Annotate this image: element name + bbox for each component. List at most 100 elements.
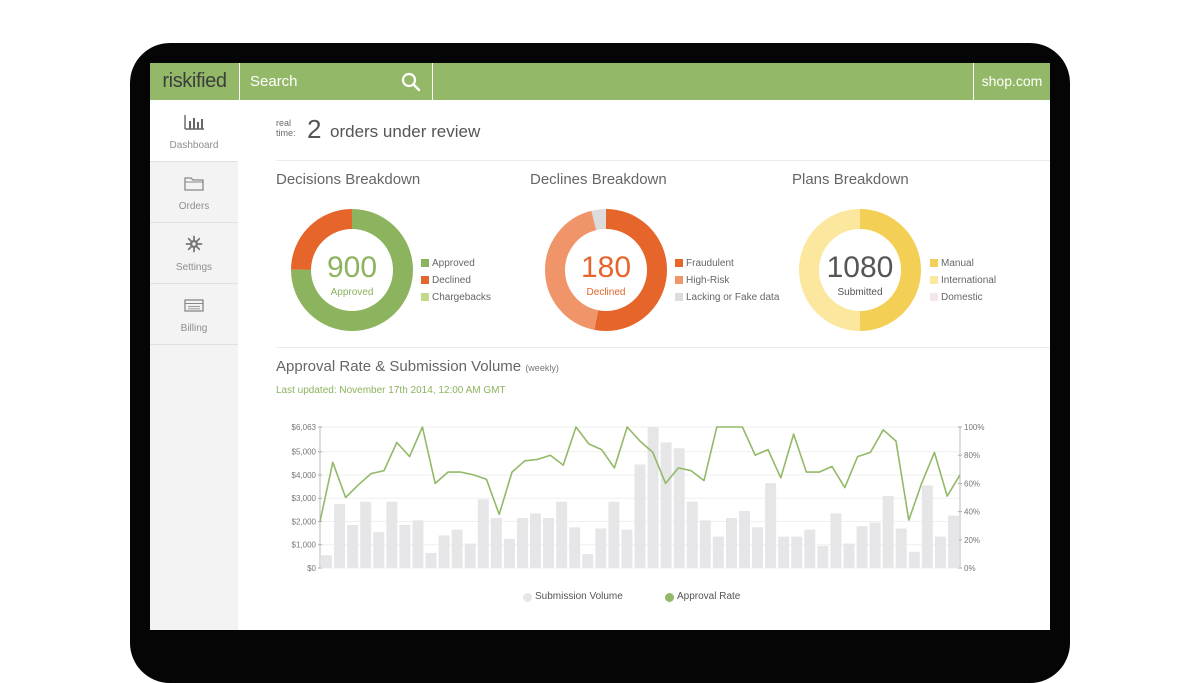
volume-bar[interactable] xyxy=(530,513,541,568)
shop-domain[interactable]: shop.com xyxy=(973,63,1050,100)
volume-bar[interactable] xyxy=(347,524,359,568)
volume-bar[interactable] xyxy=(373,531,385,568)
volume-bar[interactable] xyxy=(386,501,398,568)
search-icon[interactable] xyxy=(401,72,421,92)
divider xyxy=(276,347,1050,348)
volume-bar[interactable] xyxy=(503,538,515,568)
legend-item-lacking-data: Lacking or Fake data xyxy=(675,289,779,306)
volume-bar[interactable] xyxy=(634,464,646,568)
realtime-text: orders under review xyxy=(330,122,481,141)
legend-swatch xyxy=(675,293,683,301)
realtime-label-line: real xyxy=(276,118,292,128)
bar-chart-icon xyxy=(184,115,204,130)
volume-bar[interactable] xyxy=(673,448,685,568)
legend-label: Chargebacks xyxy=(432,292,491,303)
volume-bar[interactable] xyxy=(791,536,803,568)
volume-bar[interactable] xyxy=(360,501,372,568)
legend-swatch xyxy=(421,259,429,267)
folder-icon xyxy=(184,177,204,191)
volume-bar[interactable] xyxy=(752,527,764,568)
volume-bar[interactable] xyxy=(464,543,476,568)
declines-donut[interactable] xyxy=(544,208,668,332)
legend-label: Domestic xyxy=(941,292,983,303)
volume-bar[interactable] xyxy=(686,501,698,568)
legend-item-fraudulent: Fraudulent xyxy=(675,255,779,272)
volume-bar[interactable] xyxy=(725,518,737,568)
decisions-breakdown-title: Decisions Breakdown xyxy=(276,171,421,188)
donut-segment-international[interactable] xyxy=(799,209,921,331)
donut-segment-high-risk[interactable] xyxy=(545,209,667,331)
volume-bar[interactable] xyxy=(739,511,750,568)
y-left-tick-label: $2,000 xyxy=(292,517,317,526)
volume-bar[interactable] xyxy=(425,552,437,568)
y-left-tick-label: $5,000 xyxy=(292,448,317,457)
volume-bar[interactable] xyxy=(778,536,790,568)
volume-bar[interactable] xyxy=(569,527,581,568)
legend-submission-volume[interactable]: Submission Volume xyxy=(523,591,623,602)
billing-icon xyxy=(184,299,204,312)
volume-bar[interactable] xyxy=(830,513,842,568)
plans-legend: Manual International Domestic xyxy=(930,255,996,306)
legend-item-domestic: Domestic xyxy=(930,289,996,306)
y-left-tick-label: $4,000 xyxy=(292,471,317,480)
volume-bar[interactable] xyxy=(556,501,568,568)
volume-bar[interactable] xyxy=(438,535,450,568)
volume-bar[interactable] xyxy=(908,551,920,568)
volume-bar[interactable] xyxy=(856,526,868,568)
volume-bar[interactable] xyxy=(582,554,594,568)
volume-bar[interactable] xyxy=(334,504,346,568)
legend-label: Approval Rate xyxy=(677,591,741,602)
donut-segment-lacking-data[interactable] xyxy=(545,209,667,331)
sidebar-item-orders[interactable]: Orders xyxy=(150,162,238,223)
decisions-donut[interactable] xyxy=(290,208,414,332)
sidebar-item-dashboard[interactable]: Dashboard xyxy=(150,101,238,162)
sidebar-item-billing[interactable]: Billing xyxy=(150,284,238,345)
volume-bar[interactable] xyxy=(451,529,463,568)
volume-bar[interactable] xyxy=(647,427,659,568)
volume-bar[interactable] xyxy=(895,528,907,568)
volume-bar[interactable] xyxy=(699,520,711,568)
legend-label: International xyxy=(941,275,997,286)
legend-swatch xyxy=(421,276,429,284)
approval-volume-chart[interactable]: $0 $1,000 $2,000 $3,000 $4,000 $5,000 $6,063 0%… xyxy=(238,401,1050,586)
search-input[interactable] xyxy=(250,71,390,91)
y-left-tick-label: $6,063 xyxy=(292,423,317,432)
volume-bar[interactable] xyxy=(412,520,424,568)
legend-label: Approved xyxy=(432,258,475,269)
y-right-tick-label: 100% xyxy=(964,423,984,432)
volume-bar[interactable] xyxy=(947,515,959,568)
volume-bar[interactable] xyxy=(490,518,502,568)
volume-bar[interactable] xyxy=(869,522,881,568)
volume-bar[interactable] xyxy=(934,536,946,568)
sidebar-item-settings[interactable]: Settings xyxy=(150,223,238,284)
volume-bar[interactable] xyxy=(608,501,620,568)
chart-title: Approval Rate & Submission Volume (weekl… xyxy=(276,358,559,375)
volume-bar[interactable] xyxy=(921,485,933,568)
plans-donut[interactable] xyxy=(798,208,922,332)
volume-bar[interactable] xyxy=(817,545,829,568)
search-box[interactable] xyxy=(240,63,433,100)
realtime-label: real time: xyxy=(276,118,306,138)
volume-bar[interactable] xyxy=(882,495,894,568)
legend-swatch xyxy=(675,259,683,267)
volume-bar[interactable] xyxy=(765,483,777,568)
volume-bar[interactable] xyxy=(595,528,607,568)
volume-bar[interactable] xyxy=(660,442,672,568)
volume-bar[interactable] xyxy=(321,555,333,568)
volume-bar[interactable] xyxy=(399,524,411,568)
volume-bar[interactable] xyxy=(843,543,855,568)
approval-rate-line[interactable] xyxy=(319,426,961,522)
sidebar: Dashboard Orders Settings xyxy=(150,101,238,630)
volume-bar[interactable] xyxy=(543,518,555,568)
volume-bar[interactable] xyxy=(516,518,528,568)
volume-bar[interactable] xyxy=(804,529,816,568)
top-bar: riskified shop.com xyxy=(150,63,1050,101)
legend-swatch xyxy=(930,259,938,267)
volume-bar[interactable] xyxy=(477,499,489,568)
donut-segment-declined[interactable] xyxy=(291,209,413,331)
chart-title-text: Approval Rate & Submission Volume xyxy=(276,358,522,375)
sidebar-item-label: Dashboard xyxy=(169,140,219,151)
volume-bar[interactable] xyxy=(621,529,633,568)
volume-bar[interactable] xyxy=(712,536,724,568)
legend-approval-rate[interactable]: Approval Rate xyxy=(665,591,740,602)
